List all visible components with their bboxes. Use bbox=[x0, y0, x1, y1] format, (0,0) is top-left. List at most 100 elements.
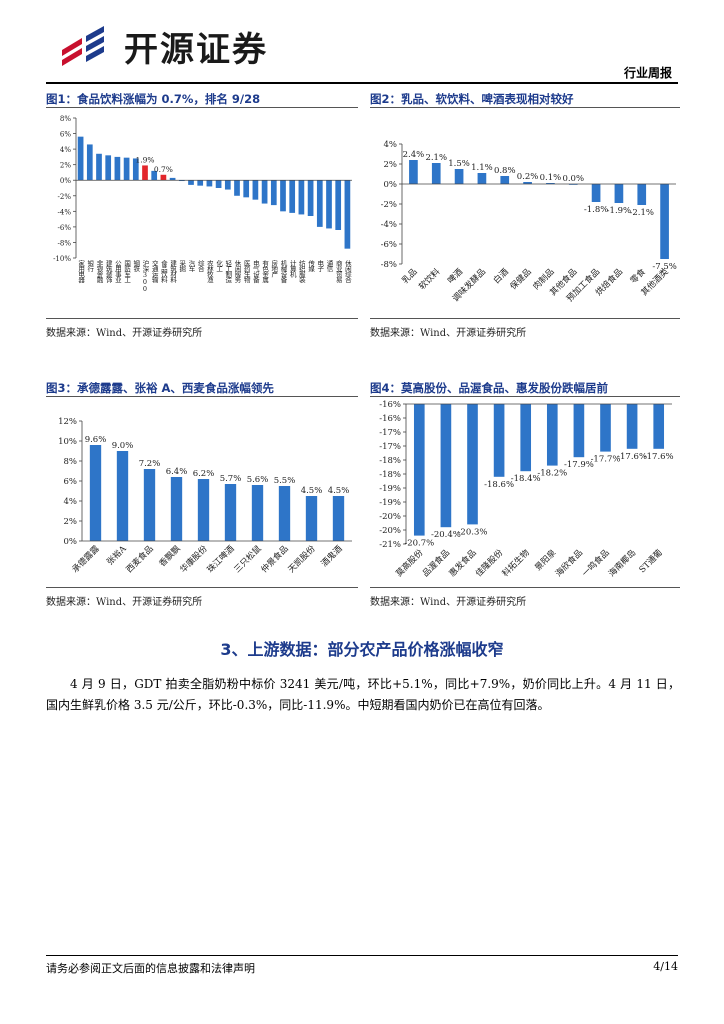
chart1-bar bbox=[151, 170, 158, 181]
chart3-bar bbox=[143, 469, 156, 541]
chart1-category-label: 家用电器 bbox=[77, 259, 85, 285]
chart3-bar bbox=[197, 479, 210, 541]
figure-3-top-rule bbox=[46, 396, 358, 397]
chart3-value-label: 9.6% bbox=[85, 435, 107, 445]
chart4-value-label: -20.7% bbox=[404, 539, 434, 549]
chart2-value-label: 0.1% bbox=[540, 173, 562, 183]
chart2-value-label: 0.2% bbox=[517, 172, 539, 182]
chart3-category-label: 珠江啤酒 bbox=[205, 543, 237, 575]
chart1-bar bbox=[307, 180, 314, 216]
chart2-bar bbox=[523, 182, 532, 184]
chart1-category-label: 综合 bbox=[196, 259, 204, 274]
chart4-bar bbox=[626, 404, 638, 449]
chart4-bar bbox=[440, 404, 452, 528]
chart1-bar bbox=[188, 180, 194, 185]
chart4-y-tick-label: -17% bbox=[379, 428, 401, 438]
chart1-bar bbox=[142, 165, 148, 181]
chart4-bar bbox=[573, 404, 585, 458]
chart2-value-label: -1.8% bbox=[584, 205, 608, 215]
chart4-y-tick-label: -20% bbox=[379, 526, 401, 536]
chart4-category-label: 海欣食品 bbox=[553, 547, 585, 579]
figure-3-source: 数据来源：Wind、开源证券研究所 bbox=[46, 597, 203, 608]
chart1-bar bbox=[114, 156, 121, 181]
chart3-y-tick-label: 0% bbox=[64, 537, 78, 547]
chart4-value-label: -17.6% bbox=[644, 452, 674, 462]
chart1-bar bbox=[280, 180, 286, 212]
chart1-y-tick-label: -8% bbox=[58, 239, 72, 247]
chart2-value-label: -1.9% bbox=[607, 206, 631, 216]
chart4-y-tick-label: -16% bbox=[379, 400, 401, 410]
section-paragraph: 4 月 9 日，GDT 拍卖全脂奶粉中标价 3241 美元/吨，环比+5.1%，… bbox=[46, 677, 680, 712]
chart2-category-label: 保健品 bbox=[508, 266, 534, 292]
chart3-bar bbox=[278, 486, 291, 541]
chart1-category-label: 电气设备 bbox=[251, 259, 259, 285]
chart4-value-label: -20.3% bbox=[458, 527, 488, 537]
chart1-category-label: 交通运输 bbox=[150, 259, 158, 285]
chart1-category-label: 休闲综合 bbox=[343, 259, 351, 285]
chart1-bar bbox=[86, 144, 93, 181]
figure-1-title: 图1：食品饮料涨幅为 0.7%，排名 9/28 bbox=[46, 92, 261, 106]
chart1-bar bbox=[289, 180, 296, 213]
chart1-category-label: 汽车 bbox=[187, 259, 195, 274]
chart1-category-label: 银行 bbox=[86, 259, 94, 274]
chart2-bar bbox=[409, 160, 418, 184]
chart2-value-label: 0.8% bbox=[494, 166, 516, 176]
chart4-category-label: 科拓生物 bbox=[500, 547, 532, 579]
chart4-category-label: 莫高股份 bbox=[394, 547, 426, 579]
figure-4-source: 数据来源：Wind、开源证券研究所 bbox=[370, 597, 527, 608]
chart1-value-label: 1.9% bbox=[135, 155, 154, 164]
chart3-bar bbox=[170, 477, 183, 541]
chart4-bar bbox=[493, 404, 505, 477]
chart1-category-label: 电子 bbox=[316, 259, 324, 273]
chart2-y-tick-label: -8% bbox=[381, 260, 397, 270]
chart1-category-label: 采掘 bbox=[178, 259, 186, 274]
chart3-category-label: 天凯股份 bbox=[286, 543, 318, 575]
chart1-category-label: 传媒 bbox=[307, 259, 315, 274]
chart3-value-label: 5.5% bbox=[274, 476, 296, 486]
chart3-value-label: 7.2% bbox=[139, 459, 161, 469]
chart3-bar bbox=[305, 496, 318, 541]
chart1-category-label: 钢铁 bbox=[132, 260, 140, 274]
figure-4-bottom-rule bbox=[370, 587, 680, 588]
chart2-value-label: 1.5% bbox=[448, 159, 470, 169]
chart1-bar bbox=[96, 153, 102, 181]
chart1-bar bbox=[224, 180, 231, 190]
chart2-y-tick-label: -6% bbox=[381, 240, 397, 250]
chart4-y-tick-label: -19% bbox=[379, 498, 401, 508]
chart1-bar bbox=[206, 180, 213, 187]
chart1-category-label: 有色金属 bbox=[261, 259, 269, 285]
chart3-y-tick-label: 4% bbox=[64, 497, 78, 507]
chart2-category-label: 白酒 bbox=[491, 266, 511, 286]
chart3-bar bbox=[224, 484, 237, 541]
chart4-category-label: 一鸣食品 bbox=[580, 547, 612, 579]
chart3-y-tick-label: 12% bbox=[58, 417, 77, 427]
chart4-y-tick-label: -17% bbox=[379, 442, 401, 452]
chart4-category-label: 海南椰岛 bbox=[606, 547, 638, 579]
chart4-bar bbox=[520, 404, 532, 472]
chart3-value-label: 4.5% bbox=[328, 486, 350, 496]
chart1-category-label: 沪深300 bbox=[141, 259, 149, 292]
chart1-bar bbox=[344, 180, 351, 249]
chart4-category-label: 惠发食品 bbox=[447, 547, 479, 579]
chart1-bar bbox=[197, 180, 204, 186]
chart2-y-tick-label: 0% bbox=[384, 180, 398, 190]
figure-2-source: 数据来源：Wind、开源证券研究所 bbox=[370, 328, 527, 339]
chart2-category-label: 啤酒 bbox=[445, 266, 465, 286]
figure-2-top-rule bbox=[370, 107, 680, 108]
chart1-y-tick-label: -6% bbox=[58, 224, 72, 232]
chart2-value-label: 2.1% bbox=[425, 153, 447, 163]
chart1-category-label: 计算机 bbox=[288, 259, 296, 279]
chart1-y-tick-label: 2% bbox=[60, 162, 71, 170]
chart3-value-label: 9.0% bbox=[112, 441, 134, 451]
chart1-bar bbox=[252, 180, 259, 200]
chart4-y-tick-label: -21% bbox=[379, 540, 401, 550]
chart1-y-tick-label: 8% bbox=[60, 115, 71, 123]
chart4-value-label: -20.4% bbox=[431, 530, 461, 540]
figure-1-top-rule bbox=[46, 107, 358, 108]
chart3-y-tick-label: 8% bbox=[64, 457, 78, 467]
chart4-bar bbox=[467, 404, 478, 525]
chart4-value-label: -17.6% bbox=[617, 452, 647, 462]
chart1-category-label: 纺织服装 bbox=[297, 259, 305, 285]
chart2-bar bbox=[591, 184, 601, 202]
chart3-category-label: 香飘飘 bbox=[157, 543, 183, 569]
